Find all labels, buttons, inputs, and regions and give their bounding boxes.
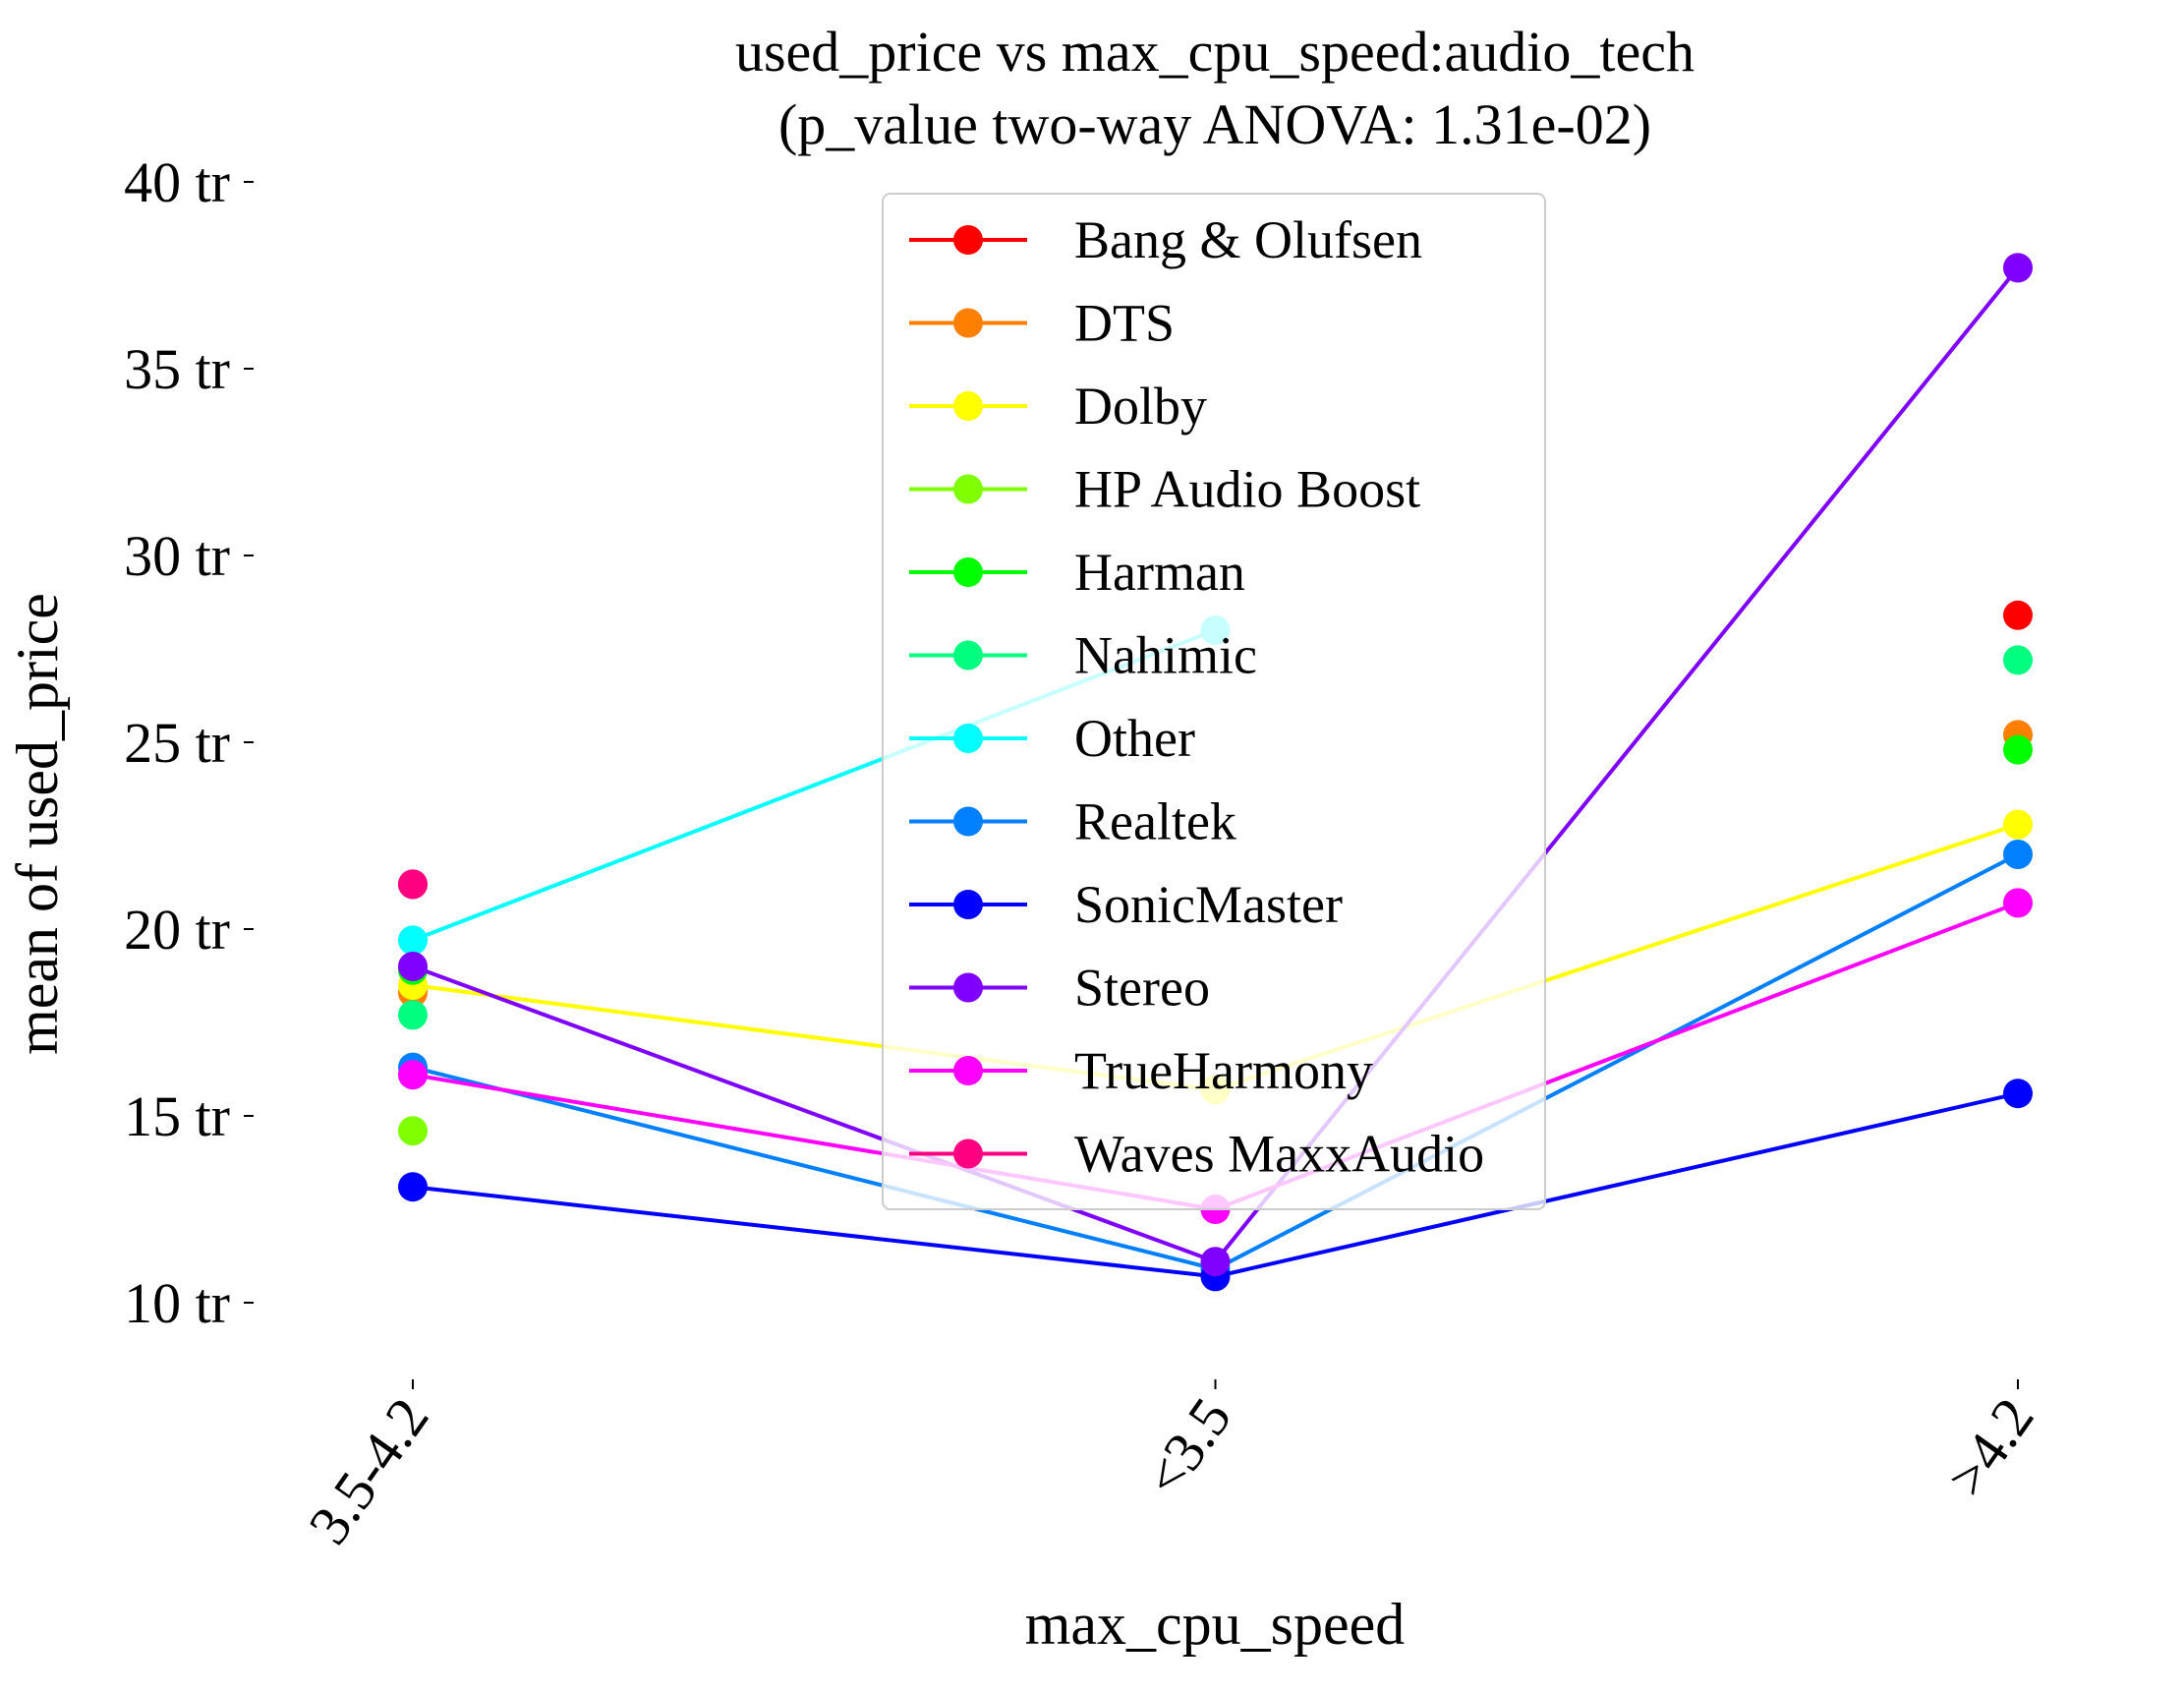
data-point [2003, 734, 2033, 765]
x-axis-label: max_cpu_speed [1025, 1592, 1406, 1657]
y-axis: 10 tr 15 tr 20 tr 25 tr 30 tr 35 tr 40 tr [124, 150, 254, 1335]
series-11 [398, 869, 428, 900]
x-tick-label: 3.5-4.2 [296, 1386, 440, 1555]
legend-marker [953, 1138, 983, 1169]
y-axis-label: mean of used_price [5, 593, 70, 1055]
y-tick-label: 40 tr [124, 150, 230, 214]
x-tick-label: <3.5 [1132, 1386, 1244, 1507]
series-line-segment [412, 1185, 1216, 1279]
legend-item: Realtek [909, 792, 1236, 851]
series-line-segment [412, 1065, 1216, 1271]
legend-label: Harman [1074, 543, 1245, 602]
data-point [398, 952, 428, 981]
y-tick-label: 15 tr [124, 1084, 230, 1148]
legend-item: Bang & Olufsen [909, 210, 1422, 269]
legend-label: SonicMaster [1074, 875, 1343, 934]
legend-item: Waves MaxxAudio [909, 1125, 1484, 1184]
legend-label: Dolby [1074, 377, 1207, 436]
legend-marker [953, 474, 983, 504]
y-tick-label: 25 tr [124, 711, 230, 775]
legend-label: DTS [1074, 294, 1175, 353]
chart-title: used_price vs max_cpu_speed:audio_tech [735, 20, 1695, 84]
legend-label: TrueHarmony [1074, 1041, 1373, 1100]
data-point [398, 1060, 428, 1090]
x-axis: 3.5-4.2 <3.5 >4.2 [296, 1379, 2046, 1555]
legend-item: TrueHarmony [909, 1041, 1373, 1100]
legend-marker [953, 890, 983, 919]
legend-marker [953, 1056, 983, 1085]
data-point [2003, 888, 2033, 918]
legend-marker [953, 391, 983, 421]
data-point [1200, 1247, 1231, 1277]
data-point [2003, 840, 2033, 869]
legend-label: Stereo [1074, 959, 1210, 1018]
legend-label: Realtek [1074, 792, 1236, 851]
legend-box [882, 193, 1546, 1210]
data-point [2003, 253, 2033, 283]
y-tick-label: 20 tr [124, 898, 230, 962]
data-point [2003, 645, 2033, 675]
legend-item: DTS [909, 294, 1175, 353]
legend-label: Nahimic [1074, 626, 1257, 685]
data-point [2003, 600, 2033, 630]
legend-label: Waves MaxxAudio [1074, 1125, 1484, 1184]
legend-marker [953, 972, 983, 1003]
legend-marker [953, 640, 983, 671]
legend-item: Stereo [909, 959, 1210, 1018]
data-point [398, 1000, 428, 1030]
legend-item: SonicMaster [909, 875, 1343, 934]
legend-label: HP Audio Boost [1074, 460, 1420, 519]
legend-item: Nahimic [909, 626, 1257, 685]
data-point [398, 1172, 428, 1202]
legend: Bang & Olufsen DTS Dolby HP Audio Boost Harm… [882, 193, 1546, 1210]
legend-item: Harman [909, 543, 1245, 602]
series-line-segment [1215, 1091, 2019, 1279]
data-point [2003, 809, 2033, 840]
legend-item: Other [909, 709, 1195, 768]
legend-label: Bang & Olufsen [1074, 210, 1422, 269]
data-point [398, 869, 428, 900]
series-3 [398, 1116, 428, 1146]
legend-marker [953, 557, 983, 587]
data-point [2003, 1079, 2033, 1109]
legend-item: HP Audio Boost [909, 460, 1420, 519]
legend-label: Other [1074, 709, 1195, 768]
series-line-segment [412, 964, 1217, 1264]
y-tick-label: 30 tr [124, 524, 230, 588]
legend-item: Dolby [909, 377, 1207, 436]
series-5 [398, 645, 2033, 1030]
legend-marker [953, 308, 983, 338]
legend-marker [953, 724, 983, 753]
legend-marker [953, 225, 983, 255]
y-tick-label: 10 tr [124, 1271, 230, 1335]
data-point [398, 925, 428, 956]
y-tick-label: 35 tr [124, 337, 230, 401]
legend-marker [953, 806, 983, 837]
x-tick-label: >4.2 [1934, 1386, 2046, 1507]
chart-subtitle: (p_value two-way ANOVA: 1.31e-02) [778, 92, 1651, 156]
data-point [398, 1116, 428, 1146]
